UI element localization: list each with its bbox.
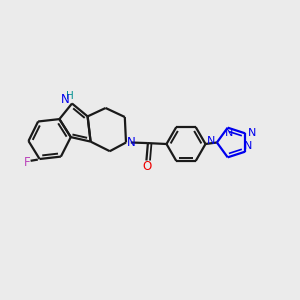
Text: H: H (66, 91, 74, 101)
Text: N: N (248, 128, 256, 138)
Text: N: N (207, 136, 215, 146)
Text: N: N (61, 93, 70, 106)
Text: N: N (225, 128, 233, 138)
Text: N: N (127, 136, 136, 149)
Text: O: O (142, 160, 152, 173)
Text: F: F (24, 156, 30, 170)
Text: N: N (244, 141, 252, 151)
